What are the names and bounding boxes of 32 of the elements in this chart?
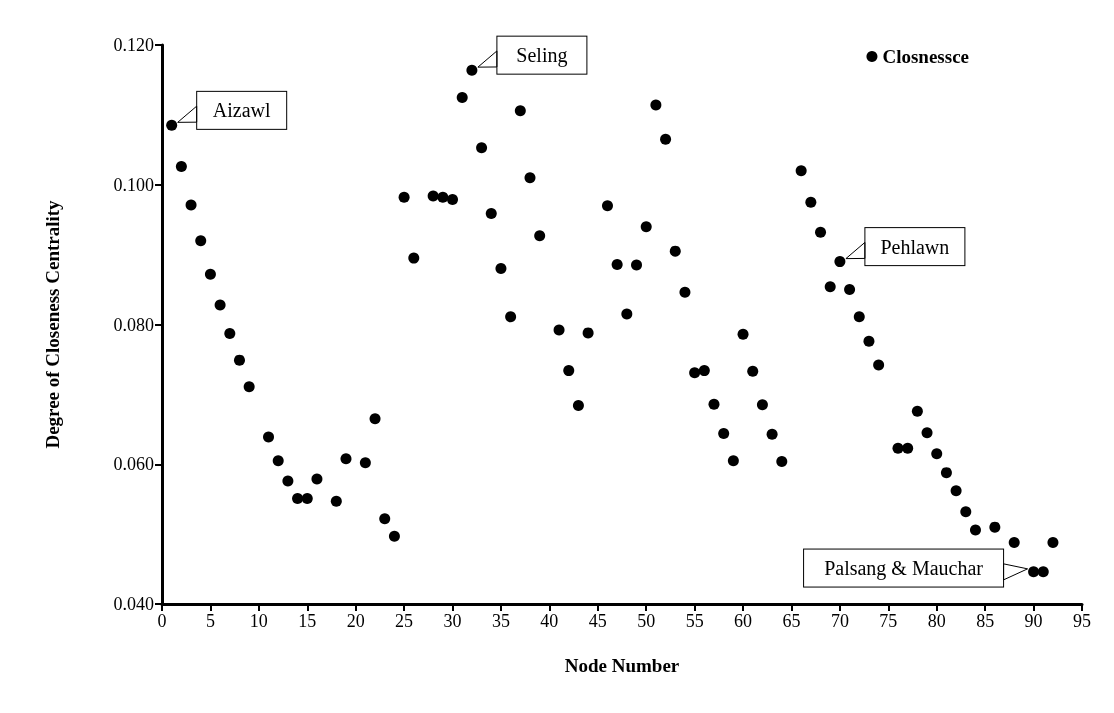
y-tick-label: 0.060 [113,454,154,475]
annotation: Aizawl [212,99,271,122]
x-tick-label: 85 [976,611,995,631]
y-tick-label: 0.040 [113,594,154,614]
annotation: Pehlawn [880,235,950,258]
x-tick-label: 45 [588,611,607,631]
x-tick-label: 90 [1024,611,1043,631]
x-tick-label: 15 [298,611,317,631]
x-tick-label: 95 [1073,611,1091,631]
legend-label: Closnessce [882,46,970,67]
x-tick-label: 75 [879,611,898,631]
y-tick-label: 0.080 [113,314,154,335]
x-tick-label: 0 [157,611,167,631]
annotation: Seling [516,44,568,68]
y-axis-title: Degree of Closeness Centrality [42,199,63,449]
x-tick-label: 55 [685,611,704,631]
x-tick-label: 25 [395,611,414,631]
annotation: Palsang & Mauchar [824,557,984,581]
x-tick-label: 40 [540,611,559,631]
x-axis-title: Node Number [564,655,680,676]
x-tick-label: 50 [637,611,656,631]
x-tick-label: 30 [443,611,462,631]
y-tick-label: 0.100 [113,174,154,195]
x-tick-label: 65 [782,611,801,631]
x-tick-label: 10 [249,611,268,631]
x-tick-label: 20 [346,611,365,631]
x-tick-label: 70 [830,611,849,631]
y-tick-label: 0.120 [113,35,154,55]
x-tick-label: 80 [927,611,946,631]
x-tick-label: 35 [491,611,510,631]
x-tick-label: 60 [734,611,753,631]
x-tick-label: 5 [205,611,215,631]
